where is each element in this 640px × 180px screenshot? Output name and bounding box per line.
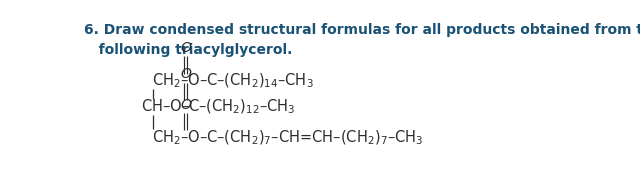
- Text: CH$_2$–O–C–(CH$_2$)$_7$–CH=CH–(CH$_2$)$_7$–CH$_3$: CH$_2$–O–C–(CH$_2$)$_7$–CH=CH–(CH$_2$)$_…: [152, 128, 423, 147]
- Text: CH–O–C–(CH$_2$)$_{12}$–CH$_3$: CH–O–C–(CH$_2$)$_{12}$–CH$_3$: [141, 98, 295, 116]
- Text: CH$_2$–O–C–(CH$_2$)$_{14}$–CH$_3$: CH$_2$–O–C–(CH$_2$)$_{14}$–CH$_3$: [152, 71, 314, 90]
- Text: O: O: [180, 98, 191, 112]
- Text: 6. Draw condensed structural formulas for all products obtained from the complet: 6. Draw condensed structural formulas fo…: [84, 23, 640, 37]
- Text: O: O: [180, 41, 191, 55]
- Text: following triacylglycerol.: following triacylglycerol.: [84, 23, 292, 57]
- Text: O: O: [180, 67, 191, 81]
